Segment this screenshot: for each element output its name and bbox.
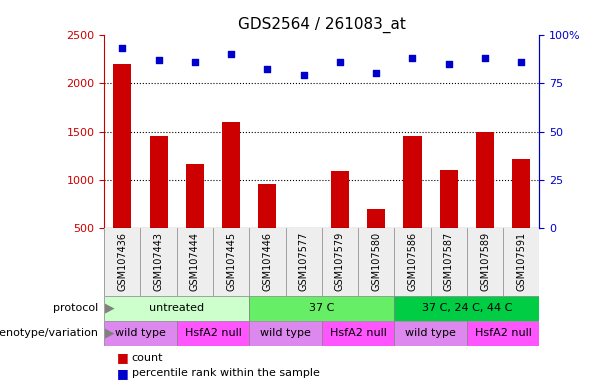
Point	[480, 55, 490, 61]
Text: wild type: wild type	[260, 328, 311, 338]
Text: GSM107579: GSM107579	[335, 232, 345, 291]
Text: GSM107586: GSM107586	[408, 232, 417, 291]
Bar	[150, 136, 168, 228]
Bar	[440, 170, 458, 228]
Point	[226, 51, 236, 57]
Bar	[249, 321, 322, 346]
Bar	[222, 122, 240, 228]
Text: GSM107587: GSM107587	[444, 232, 454, 291]
Point	[335, 59, 345, 65]
Bar	[394, 321, 467, 346]
Title: GDS2564 / 261083_at: GDS2564 / 261083_at	[238, 17, 406, 33]
Bar	[258, 184, 276, 228]
Text: GSM107445: GSM107445	[226, 232, 236, 291]
Text: genotype/variation: genotype/variation	[0, 328, 98, 338]
Text: ▶: ▶	[101, 302, 115, 314]
Point	[118, 45, 128, 51]
Bar	[104, 321, 177, 346]
Point	[154, 57, 164, 63]
Bar	[295, 227, 313, 228]
Bar	[367, 209, 386, 228]
Point	[299, 72, 308, 78]
Bar	[249, 296, 394, 321]
Bar	[512, 159, 530, 228]
Text: ▶: ▶	[101, 327, 115, 339]
Bar	[476, 131, 494, 228]
Text: ■: ■	[116, 367, 128, 380]
Text: wild type: wild type	[115, 328, 166, 338]
Text: GSM107443: GSM107443	[154, 232, 164, 291]
Text: HsfA2 null: HsfA2 null	[474, 328, 531, 338]
Point	[190, 59, 200, 65]
Text: GSM107591: GSM107591	[516, 232, 527, 291]
Bar	[322, 321, 394, 346]
Bar	[113, 64, 131, 228]
Text: count: count	[132, 353, 163, 363]
Point	[408, 55, 417, 61]
Bar	[331, 171, 349, 228]
Text: HsfA2 null: HsfA2 null	[330, 328, 387, 338]
Bar	[186, 164, 204, 228]
Point	[516, 59, 526, 65]
Text: GSM107446: GSM107446	[262, 232, 272, 291]
Point	[262, 66, 272, 73]
Text: 37 C: 37 C	[309, 303, 335, 313]
Text: protocol: protocol	[53, 303, 98, 313]
Bar	[177, 321, 249, 346]
Bar	[403, 136, 422, 228]
Text: untreated: untreated	[149, 303, 204, 313]
Text: GSM107580: GSM107580	[371, 232, 381, 291]
Bar	[104, 296, 249, 321]
Text: GSM107577: GSM107577	[299, 232, 309, 291]
Text: wild type: wild type	[405, 328, 456, 338]
Bar	[394, 296, 539, 321]
Text: GSM107444: GSM107444	[190, 232, 200, 291]
Text: percentile rank within the sample: percentile rank within the sample	[132, 368, 319, 378]
Bar	[467, 321, 539, 346]
Point	[444, 61, 454, 67]
Text: HsfA2 null: HsfA2 null	[185, 328, 242, 338]
Text: GSM107436: GSM107436	[117, 232, 128, 291]
Text: 37 C, 24 C, 44 C: 37 C, 24 C, 44 C	[422, 303, 512, 313]
Text: ■: ■	[116, 351, 128, 364]
Text: GSM107589: GSM107589	[480, 232, 490, 291]
Point	[371, 70, 381, 76]
